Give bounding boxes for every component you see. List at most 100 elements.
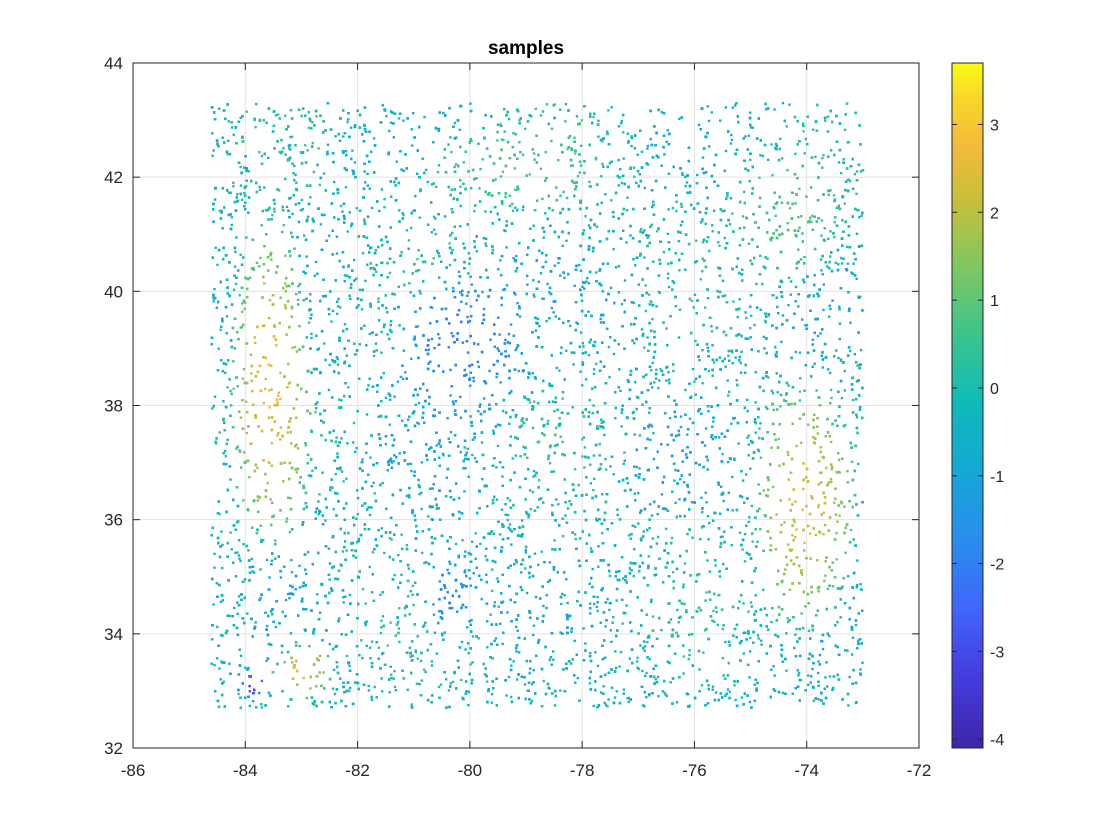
- scatter-point: [461, 539, 464, 542]
- scatter-point: [840, 256, 843, 260]
- scatter-point: [279, 576, 283, 579]
- scatter-point: [622, 462, 625, 466]
- scatter-point: [781, 157, 784, 160]
- scatter-point: [651, 537, 654, 540]
- scatter-point: [418, 493, 421, 496]
- scatter-point: [853, 353, 857, 356]
- scatter-point: [637, 522, 640, 525]
- scatter-point: [771, 607, 774, 610]
- scatter-point: [527, 371, 530, 374]
- scatter-point: [542, 236, 545, 239]
- scatter-point: [825, 661, 828, 664]
- scatter-point: [846, 649, 849, 652]
- scatter-point: [609, 629, 612, 632]
- scatter-point: [748, 650, 752, 653]
- scatter-point: [749, 601, 753, 604]
- scatter-point: [445, 678, 448, 681]
- scatter-point: [756, 540, 759, 543]
- scatter-point: [604, 703, 608, 707]
- scatter-point: [309, 299, 312, 303]
- scatter-point: [524, 548, 527, 552]
- scatter-point: [619, 650, 623, 654]
- scatter-point: [235, 236, 238, 239]
- scatter-point: [610, 199, 613, 202]
- scatter-point: [800, 441, 803, 444]
- scatter-point: [578, 171, 581, 174]
- scatter-point: [676, 608, 679, 612]
- scatter-point: [511, 209, 515, 212]
- scatter-point: [411, 593, 414, 596]
- scatter-point: [541, 197, 544, 201]
- scatter-point: [515, 254, 518, 258]
- scatter-point: [760, 639, 763, 642]
- scatter-point: [601, 290, 604, 293]
- scatter-point: [632, 574, 635, 578]
- scatter-point: [235, 447, 238, 450]
- scatter-point: [776, 267, 779, 270]
- scatter-point: [566, 601, 569, 605]
- scatter-point: [797, 305, 800, 308]
- scatter-point: [410, 357, 413, 361]
- scatter-point: [472, 379, 475, 383]
- scatter-point: [478, 187, 481, 190]
- scatter-point: [651, 205, 654, 209]
- scatter-point: [273, 210, 276, 213]
- scatter-point: [379, 631, 383, 635]
- scatter-point: [775, 372, 778, 375]
- scatter-point: [488, 369, 491, 373]
- scatter-point: [430, 231, 433, 234]
- scatter-point: [295, 443, 298, 446]
- scatter-point: [494, 178, 497, 181]
- scatter-point: [511, 145, 514, 149]
- scatter-point: [559, 274, 562, 277]
- scatter-point: [416, 421, 419, 424]
- scatter-point: [338, 617, 341, 620]
- scatter-point: [747, 134, 751, 137]
- scatter-point: [251, 390, 254, 393]
- scatter-point: [839, 359, 843, 363]
- scatter-point: [753, 418, 757, 421]
- scatter-point: [798, 226, 801, 229]
- scatter-point: [511, 457, 514, 460]
- scatter-point: [748, 516, 751, 519]
- scatter-point: [724, 106, 727, 109]
- scatter-point: [333, 180, 336, 184]
- scatter-point: [630, 144, 633, 148]
- scatter-point: [821, 273, 824, 276]
- scatter-point: [680, 202, 683, 206]
- scatter-point: [258, 151, 261, 154]
- scatter-point: [749, 636, 752, 640]
- scatter-point: [280, 651, 284, 654]
- scatter-point: [595, 362, 598, 366]
- scatter-point: [354, 450, 357, 454]
- scatter-point: [526, 283, 529, 286]
- scatter-point: [856, 559, 859, 562]
- scatter-point: [469, 584, 472, 587]
- scatter-point: [518, 651, 521, 654]
- scatter-point: [850, 271, 853, 274]
- scatter-point: [420, 507, 423, 511]
- scatter-point: [218, 431, 221, 434]
- scatter-point: [787, 543, 790, 546]
- scatter-point: [402, 349, 405, 352]
- scatter-point: [531, 682, 534, 686]
- scatter-point: [656, 535, 660, 539]
- scatter-point: [397, 553, 400, 557]
- scatter-point: [447, 689, 451, 692]
- scatter-point: [449, 431, 453, 434]
- scatter-point: [501, 409, 505, 413]
- scatter-point: [548, 658, 551, 662]
- scatter-point: [484, 242, 487, 245]
- scatter-point: [317, 147, 320, 150]
- scatter-point: [774, 142, 778, 146]
- scatter-point: [625, 209, 629, 212]
- scatter-point: [460, 678, 463, 682]
- scatter-point: [506, 513, 510, 517]
- scatter-point: [244, 666, 247, 669]
- scatter-point: [327, 547, 331, 550]
- scatter-point: [290, 571, 294, 574]
- scatter-point: [583, 446, 587, 449]
- scatter-point: [660, 628, 663, 632]
- scatter-point: [704, 491, 707, 494]
- scatter-point: [410, 703, 413, 706]
